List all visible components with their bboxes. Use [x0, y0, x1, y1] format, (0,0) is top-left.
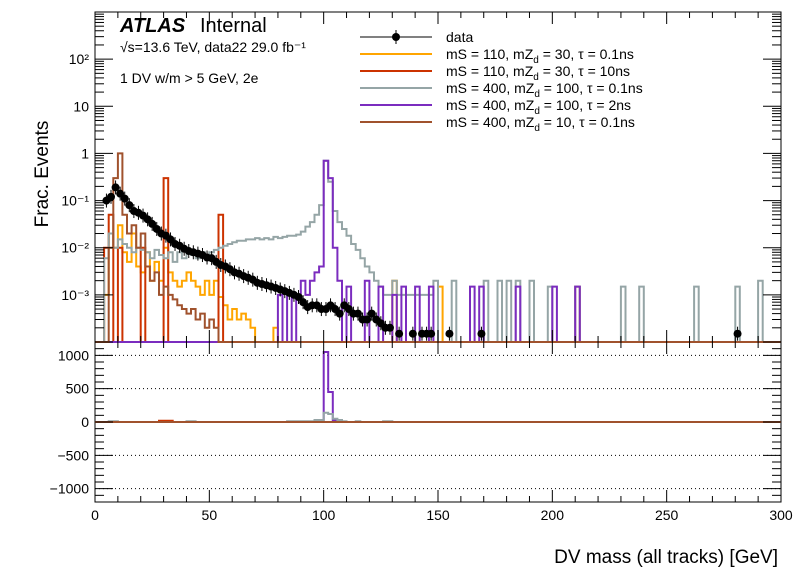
data-point: [353, 309, 362, 318]
data-point: [445, 329, 454, 338]
x-tick-label: 100: [312, 507, 336, 523]
x-tick-label: 300: [769, 507, 793, 523]
legend-label: mS = 110, mZd = 30, τ = 0.1ns: [446, 46, 634, 66]
legend-label: mS = 400, mZd = 100, τ = 0.1ns: [446, 80, 643, 100]
axis-ticks: [94, 12, 782, 503]
data-point: [107, 192, 116, 201]
data-point: [367, 309, 376, 318]
data-point: [427, 329, 436, 338]
y-tick-label: 1: [81, 145, 89, 161]
ratio-y-tick-label: 1000: [58, 347, 89, 363]
data-point: [335, 309, 344, 318]
y-axis-label: Frac. Events: [32, 121, 53, 228]
data-point: [125, 201, 134, 210]
internal-label: Internal: [200, 15, 267, 37]
tick-labels: 0 50 100 150 200 250 300 10⁻³ 10⁻² 10⁻¹ 1 10 10² −100…: [50, 51, 793, 523]
legend-label: mS = 400, mZd = 10, τ = 0.1ns: [446, 114, 635, 134]
data-point: [363, 315, 372, 324]
legend-label: mS = 110, mZd = 30, τ = 10ns: [446, 63, 630, 83]
data-point: [385, 323, 394, 332]
data-point: [294, 293, 303, 302]
atlas-label: ATLAS: [119, 15, 186, 37]
data-point: [733, 329, 742, 338]
y-tick-label: 10⁻²: [61, 240, 89, 256]
y-tick-label: 10²: [69, 51, 90, 67]
main-series-group: [95, 152, 781, 343]
main-series-5-line: [95, 152, 781, 343]
data-point: [477, 329, 486, 338]
y-tick-label: 10⁻³: [61, 287, 89, 303]
legend-label: mS = 400, mZd = 100, τ = 2ns: [446, 97, 631, 117]
ratio-series-group: [95, 351, 781, 423]
energy-lumi-label: √s=13.6 TeV, data22 29.0 fb⁻¹: [120, 39, 306, 55]
x-tick-label: 250: [655, 507, 679, 523]
x-tick-label: 50: [202, 507, 218, 523]
x-tick-label: 150: [426, 507, 450, 523]
y-tick-label: 10: [73, 98, 89, 114]
main-series-3-line: [95, 159, 781, 343]
ratio-y-tick-label: 0: [81, 414, 89, 430]
selection-label: 1 DV w/m > 5 GeV, 2e: [120, 70, 259, 86]
x-axis-label: DV mass (all tracks) [GeV]: [554, 547, 778, 568]
x-tick-label: 0: [91, 507, 99, 523]
x-tick-label: 200: [541, 507, 565, 523]
ratio-y-tick-label: 500: [66, 381, 90, 397]
ratio-y-tick-label: −1000: [50, 481, 90, 497]
data-point: [120, 194, 129, 203]
data-point: [395, 329, 404, 338]
data-point: [408, 329, 417, 338]
legend-label: data: [446, 29, 473, 45]
data-point: [111, 183, 120, 192]
ratio-y-tick-label: −500: [57, 447, 89, 463]
y-tick-label: 10⁻¹: [61, 193, 89, 209]
